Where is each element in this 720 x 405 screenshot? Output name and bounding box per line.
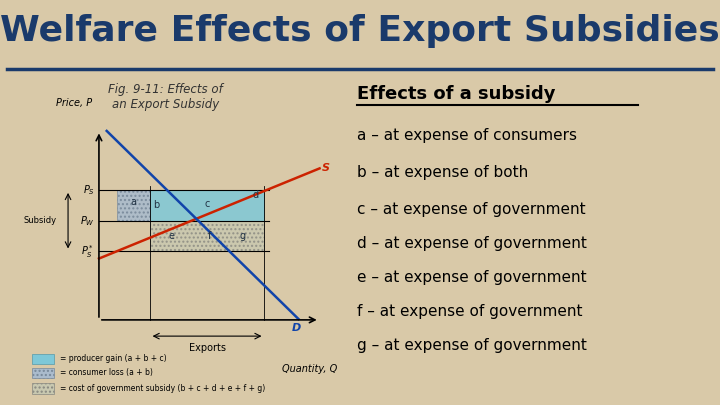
- Polygon shape: [117, 190, 150, 221]
- Text: = consumer loss (a + b): = consumer loss (a + b): [60, 369, 153, 377]
- Text: Price, P: Price, P: [56, 98, 92, 108]
- Text: b – at expense of both: b – at expense of both: [357, 165, 528, 180]
- Text: d: d: [253, 190, 258, 200]
- Text: Welfare Effects of Export Subsidies: Welfare Effects of Export Subsidies: [0, 14, 720, 48]
- Bar: [32, 368, 53, 378]
- Text: f: f: [207, 231, 211, 241]
- Text: D: D: [292, 323, 301, 333]
- Text: $P_W$: $P_W$: [80, 214, 94, 228]
- Bar: [32, 354, 53, 364]
- Text: d – at expense of government: d – at expense of government: [357, 236, 587, 251]
- Text: = cost of government subsidy (b + c + d + e + f + g): = cost of government subsidy (b + c + d …: [60, 384, 265, 393]
- Bar: [32, 384, 53, 394]
- Text: f – at expense of government: f – at expense of government: [357, 304, 582, 319]
- Text: a: a: [130, 197, 136, 207]
- Text: Quantity, Q: Quantity, Q: [282, 364, 338, 374]
- Polygon shape: [150, 221, 264, 252]
- Text: $P_S$: $P_S$: [83, 183, 94, 197]
- Text: = producer gain (a + b + c): = producer gain (a + b + c): [60, 354, 166, 363]
- Text: Fig. 9-11: Effects of
an Export Subsidy: Fig. 9-11: Effects of an Export Subsidy: [108, 83, 223, 111]
- Text: Subsidy: Subsidy: [24, 216, 57, 225]
- Text: e – at expense of government: e – at expense of government: [357, 270, 587, 285]
- Text: g: g: [239, 231, 246, 241]
- Text: g – at expense of government: g – at expense of government: [357, 338, 587, 353]
- Text: Effects of a subsidy: Effects of a subsidy: [357, 85, 555, 103]
- Text: c: c: [204, 198, 210, 209]
- Text: $P_S^*$: $P_S^*$: [81, 243, 94, 260]
- Text: c – at expense of government: c – at expense of government: [357, 202, 585, 217]
- Text: a – at expense of consumers: a – at expense of consumers: [357, 128, 577, 143]
- Text: Exports: Exports: [189, 343, 225, 353]
- Polygon shape: [150, 190, 264, 221]
- Text: e: e: [168, 231, 175, 241]
- Text: b: b: [153, 200, 159, 210]
- Text: S: S: [322, 163, 330, 173]
